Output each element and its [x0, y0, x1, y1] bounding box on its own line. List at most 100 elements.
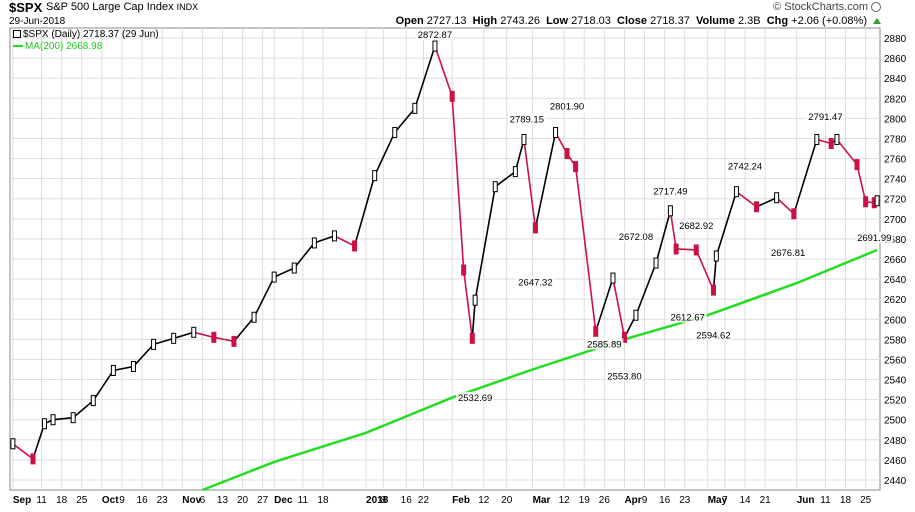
y-tick-label: 2740	[884, 175, 907, 186]
credit-text: © StockCharts.com	[773, 1, 868, 13]
chg-value: +2.06 (+0.08%)	[791, 15, 867, 27]
x-tick-label: 25	[860, 495, 872, 506]
price-segment	[471, 300, 476, 339]
y-tick-label: 2580	[884, 335, 907, 346]
price-segment	[594, 277, 614, 332]
price-point	[667, 205, 673, 217]
y-tick-label: 2560	[884, 355, 907, 366]
x-tick-label: 13	[217, 495, 229, 506]
price-segment	[12, 443, 34, 460]
price-point	[461, 264, 467, 276]
x-tick-label: 11	[298, 495, 309, 506]
price-point	[828, 138, 834, 149]
y-tick-label: 2500	[884, 416, 907, 427]
x-tick-label: 23	[679, 495, 691, 506]
x-tick-label: 21	[760, 495, 772, 506]
price-point	[713, 250, 719, 262]
price-point	[50, 414, 56, 426]
price-point	[90, 395, 96, 407]
x-tick-label: 22	[418, 495, 430, 506]
y-tick-label: 2460	[884, 456, 907, 467]
volume-value: 2.3B	[737, 15, 761, 27]
price-point	[693, 244, 699, 256]
price-segment	[334, 235, 355, 247]
price-point	[710, 284, 716, 296]
y-tick-label: 2480	[884, 436, 907, 447]
price-point	[251, 311, 257, 323]
price-point	[573, 161, 579, 173]
price-segment	[72, 400, 94, 419]
price-segment	[373, 132, 396, 176]
price-point	[392, 126, 398, 138]
price-segment	[451, 96, 465, 271]
price-point	[291, 262, 297, 274]
legend-price-text: $SPX (Daily) 2718.37 (29 Jun)	[23, 29, 159, 40]
annotation-bg	[415, 29, 454, 41]
legend-candle-icon	[13, 30, 21, 39]
price-point	[412, 102, 418, 114]
price-segment	[574, 166, 597, 332]
x-tick-label: 20	[501, 495, 513, 506]
price-segment	[715, 191, 738, 257]
price-segment	[793, 139, 818, 215]
legend-ma-text: MA(200) 2668.98	[25, 41, 103, 52]
x-tick-label: Mar	[533, 495, 551, 506]
price-point	[733, 186, 739, 198]
price-point	[633, 309, 639, 321]
quote-date: 29-Jun-2018	[9, 16, 66, 27]
y-tick-label: 2860	[884, 54, 907, 65]
price-segment	[635, 262, 657, 316]
x-tick-label: 27	[257, 495, 269, 506]
annotation-bg	[855, 231, 894, 243]
price-point	[70, 412, 76, 424]
x-tick-label: 11	[820, 495, 831, 506]
price-point	[372, 170, 378, 182]
price-point	[774, 192, 780, 204]
gear-icon[interactable]	[871, 2, 881, 13]
price-point	[564, 148, 570, 160]
x-tick-label: 8	[380, 495, 386, 506]
index-name: S&P 500 Large Cap Index INDX	[46, 1, 198, 13]
price-point	[472, 294, 478, 306]
price-point	[653, 257, 659, 269]
annotation-label: 2789.15	[510, 114, 544, 125]
open-value: 2727.13	[426, 15, 467, 27]
price-segment	[735, 191, 758, 208]
price-segment	[193, 331, 215, 339]
price-segment	[314, 235, 335, 244]
x-tick-label: 16	[659, 495, 671, 506]
annotation-label: 2872.87	[418, 30, 452, 41]
x-tick-label: 25	[76, 495, 88, 506]
price-point	[621, 331, 627, 343]
x-tick-label: 19	[579, 495, 591, 506]
price-point	[874, 195, 880, 207]
exchange: INDX	[176, 2, 199, 12]
x-tick-label: 11	[36, 495, 47, 506]
annotation-label: 2742.24	[728, 161, 762, 172]
price-point	[231, 335, 237, 347]
price-segment	[669, 210, 677, 250]
annotation-bg	[726, 160, 765, 172]
price-point	[532, 222, 538, 234]
price-point	[271, 271, 277, 283]
y-tick-label: 2800	[884, 114, 907, 125]
annotation-bg	[668, 311, 707, 323]
price-segment	[394, 107, 416, 133]
close-label: Close	[617, 15, 647, 27]
x-tick-label: May	[708, 495, 728, 506]
annotation-bg	[806, 110, 845, 122]
price-point	[432, 40, 438, 52]
x-tick-label: Jun	[797, 495, 815, 506]
annotation-bg	[585, 338, 624, 350]
price-segment	[695, 249, 715, 291]
annotation-label: 2801.90	[550, 101, 584, 112]
y-tick-label: 2780	[884, 134, 907, 145]
up-arrow-icon	[873, 18, 881, 25]
price-point	[791, 208, 797, 220]
annotation-label: 2791.47	[808, 112, 842, 123]
price-segment	[534, 132, 557, 229]
price-segment	[434, 45, 453, 97]
high-value: 2743.26	[500, 15, 540, 27]
price-segment	[462, 269, 474, 339]
